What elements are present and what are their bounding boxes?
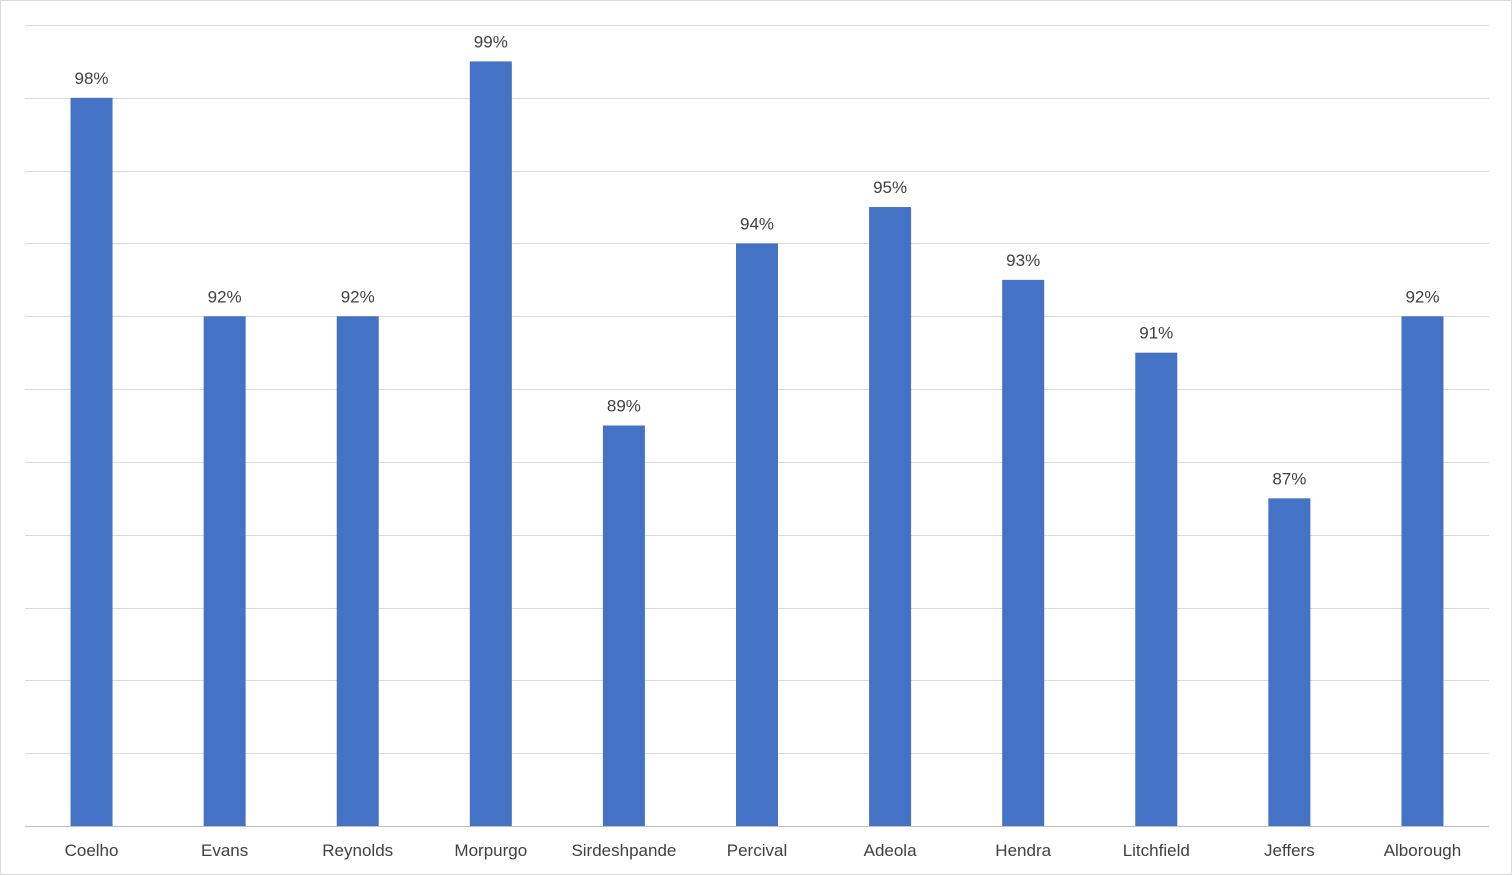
- data-label-coelho: 98%: [75, 69, 109, 88]
- category-label-adeola: Adeola: [864, 841, 917, 860]
- category-label-hendra: Hendra: [995, 841, 1051, 860]
- data-label-litchfield: 91%: [1139, 324, 1173, 343]
- bar-hendra: [1002, 279, 1045, 826]
- category-label-reynolds: Reynolds: [322, 841, 393, 860]
- data-label-adeola: 95%: [873, 178, 907, 197]
- data-label-evans: 92%: [208, 287, 242, 306]
- bar-evans: [203, 316, 246, 826]
- bar-coelho: [70, 97, 113, 827]
- data-label-morpurgo: 99%: [474, 32, 508, 51]
- bar-litchfield: [1135, 352, 1178, 826]
- category-label-morpurgo: Morpurgo: [454, 841, 527, 860]
- category-label-evans: Evans: [201, 841, 248, 860]
- data-label-reynolds: 92%: [341, 287, 375, 306]
- category-label-litchfield: Litchfield: [1123, 841, 1190, 860]
- category-label-percival: Percival: [727, 841, 787, 860]
- category-label-coelho: Coelho: [65, 841, 119, 860]
- bar-alborough: [1401, 316, 1444, 826]
- category-label-jeffers: Jeffers: [1264, 841, 1315, 860]
- data-label-hendra: 93%: [1006, 251, 1040, 270]
- bar-morpurgo: [469, 61, 512, 826]
- data-labels: 98% 92% 92% 99% 89% 94% 95% 93% 91% 87% 92%: [75, 32, 1440, 488]
- category-label-sirdeshpande: Sirdeshpande: [571, 841, 676, 860]
- bar-reynolds: [336, 316, 379, 826]
- category-axis-labels: Coelho Evans Reynolds Morpurgo Sirdeshpande P…: [65, 841, 1462, 860]
- data-label-jeffers: 87%: [1272, 469, 1306, 488]
- data-label-sirdeshpande: 89%: [607, 397, 641, 416]
- bar-sirdeshpande: [602, 425, 645, 826]
- bars: [70, 61, 1444, 827]
- bar-jeffers: [1268, 498, 1311, 826]
- category-label-alborough: Alborough: [1384, 841, 1462, 860]
- bar-percival: [736, 243, 778, 827]
- bar-adeola: [869, 207, 912, 826]
- data-label-alborough: 92%: [1405, 287, 1439, 306]
- data-label-percival: 94%: [740, 214, 774, 233]
